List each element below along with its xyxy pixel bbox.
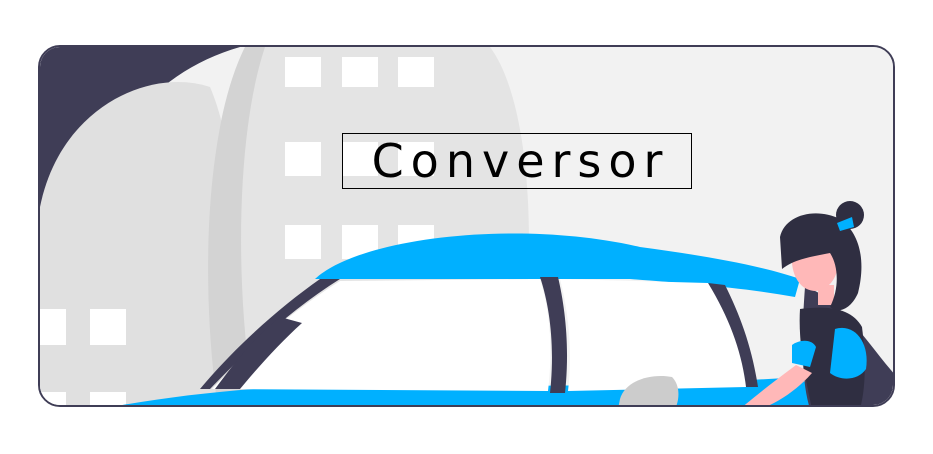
hero-banner: Conversor (38, 45, 895, 407)
page-title: Conversor (371, 134, 670, 188)
title-box: Conversor (342, 133, 692, 189)
building-windows (40, 57, 434, 405)
woman-with-car-illustration (40, 47, 893, 405)
woman-figure (744, 201, 893, 405)
